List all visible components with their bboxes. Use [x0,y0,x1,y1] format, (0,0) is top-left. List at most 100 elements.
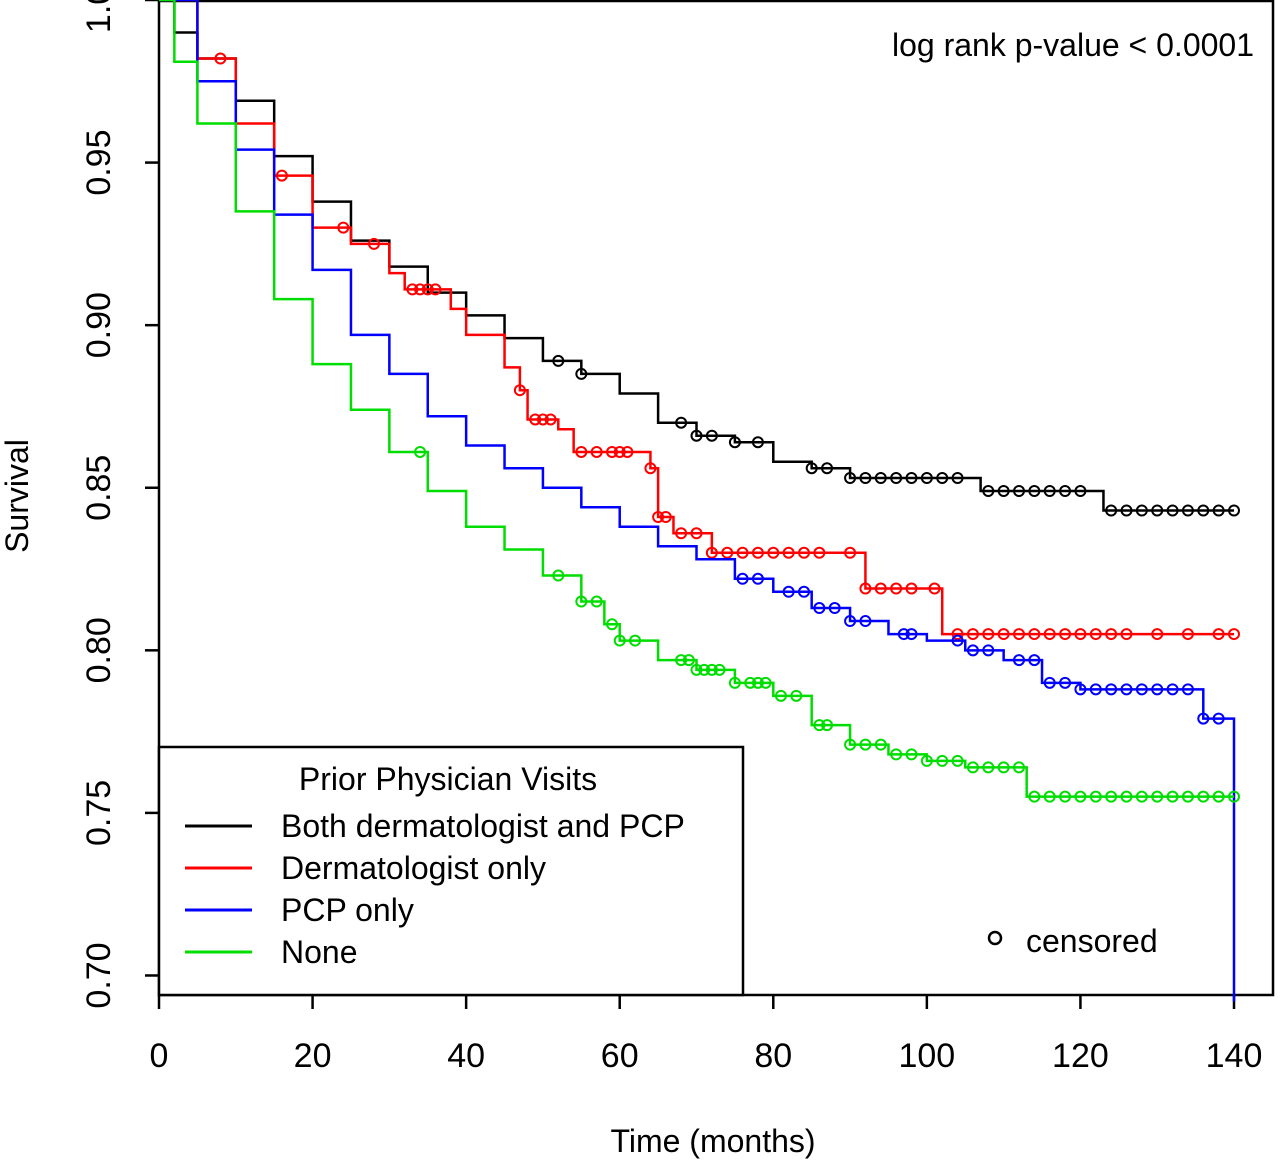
censored-point-dermatologist-only [767,546,780,559]
x-tick-label: 120 [1052,1037,1109,1075]
censored-point-none [675,654,688,667]
censored-point-none [575,595,588,608]
x-tick-label: 20 [294,1037,332,1075]
censored-point-dermatologist-only [544,413,557,426]
censored-point-both-dermatologist-and-pcp [982,484,995,497]
censored-point-dermatologist-only [575,445,588,458]
censored-point-dermatologist-only [1074,628,1087,641]
censored-point-none [1013,761,1025,774]
censored-point-pcp-only [782,585,795,598]
censored-point-dermatologist-only [621,445,634,458]
censored-point-dermatologist-only [782,546,795,559]
censored-point-none [1197,790,1210,803]
censored-point-pcp-only [1028,654,1041,667]
censored-point-dermatologist-only [928,582,941,595]
x-tick-label: 40 [447,1037,485,1075]
legend-label-both-dermatologist-and-pcp: Both dermatologist and PCP [281,808,685,844]
censored-point-both-dermatologist-and-pcp [936,471,949,484]
series-line-dermatologist-only [159,0,1234,636]
legend-label-none: None [281,934,358,970]
censored-point-both-dermatologist-and-pcp [1013,484,1025,497]
censored-point-dermatologist-only [536,413,549,426]
legend-label-pcp-only: PCP only [281,892,414,928]
y-axis: 0.70 0.75 0.80 0.85 0.90 0.95 1.00 [80,0,159,1009]
censored-point-both-dermatologist-and-pcp [1028,484,1041,497]
censored-point-both-dermatologist-and-pcp [728,436,741,449]
censored-point-dermatologist-only [513,384,526,397]
censored-point-dermatologist-only [606,445,619,458]
legend-box [157,745,745,997]
censored-point-dermatologist-only [721,546,734,559]
censored-point-both-dermatologist-and-pcp [1120,504,1133,517]
censored-point-both-dermatologist-and-pcp [1059,484,1072,497]
censored-point-pcp-only [1059,676,1072,689]
censored-point-none [1228,790,1240,803]
legend-title: Prior Physician Visits [299,761,597,797]
censored-point-none [414,445,427,458]
censored-point-none [690,663,703,676]
censored-point-both-dermatologist-and-pcp [805,462,818,475]
censored-point-pcp-only [1166,683,1179,696]
censored-point-dermatologist-only [1120,628,1133,641]
censored-point-none [821,719,834,732]
censored-point-dermatologist-only [1059,628,1072,641]
censored-point-none [966,761,979,774]
censored-point-both-dermatologist-and-pcp [1166,504,1179,517]
censored-point-both-dermatologist-and-pcp [705,429,718,442]
censored-point-dermatologist-only [275,169,288,182]
censored-point-dermatologist-only [1181,628,1194,641]
legend-items: Both dermatologist and PCP Dermatologist … [185,808,685,970]
censored-point-dermatologist-only [406,283,419,296]
censored-point-none [698,663,711,676]
censored-point-none [713,663,726,676]
censored-point-both-dermatologist-and-pcp [1074,484,1087,497]
series-line-both-dermatologist-and-pcp [159,0,1234,512]
censored-point-pcp-only [1089,683,1102,696]
censored-point-dermatologist-only [214,52,227,65]
series-layer [159,0,1240,1002]
censored-point-dermatologist-only [421,283,434,296]
censored-point-both-dermatologist-and-pcp [1135,504,1148,517]
censored-point-none [1151,790,1164,803]
censored-point-pcp-only [859,615,872,628]
censored-point-both-dermatologist-and-pcp [997,484,1010,497]
censored-point-dermatologist-only [890,582,903,595]
censored-point-dermatologist-only [368,237,380,250]
censored-point-both-dermatologist-and-pcp [690,429,703,442]
censored-point-dermatologist-only [905,582,918,595]
x-tick-label: 0 [150,1037,169,1075]
censored-point-both-dermatologist-and-pcp [1181,504,1194,517]
censored-point-dermatologist-only [982,628,995,641]
censored-point-both-dermatologist-and-pcp [1212,504,1225,517]
censored-point-dermatologist-only [529,413,542,426]
censored-point-none [606,618,619,631]
log-rank-annotation: log rank p-value < 0.0001 [892,27,1254,63]
censored-point-none [844,738,857,751]
censored-point-dermatologist-only [652,511,665,524]
y-tick-label: 0.95 [80,129,118,195]
censored-point-pcp-only [751,572,764,585]
censored-point-dermatologist-only [705,546,718,559]
censored-point-dermatologist-only [798,546,810,559]
censored-point-none [905,748,918,761]
y-tick-label: 0.80 [80,617,118,683]
y-axis-title: Survival [0,439,35,553]
x-tick-label: 100 [898,1037,955,1075]
censored-point-both-dermatologist-and-pcp [874,471,887,484]
censored-point-dermatologist-only [414,283,427,296]
censored-point-both-dermatologist-and-pcp [844,471,857,484]
censored-point-pcp-only [1151,683,1164,696]
censored-point-pcp-only [798,585,810,598]
legend-label-dermatologist-only: Dermatologist only [281,850,546,886]
censored-point-none [682,654,695,667]
censored-point-dermatologist-only [966,628,979,641]
censored-point-none [759,676,772,689]
censored-point-dermatologist-only [644,462,657,475]
censored-point-dermatologist-only [690,527,703,540]
censored-point-none [751,676,764,689]
censored-point-dermatologist-only [659,511,672,524]
censored-point-pcp-only [897,628,910,641]
legend: Prior Physician Visits Both dermatologis… [157,745,745,997]
censored-point-both-dermatologist-and-pcp [1197,504,1210,517]
